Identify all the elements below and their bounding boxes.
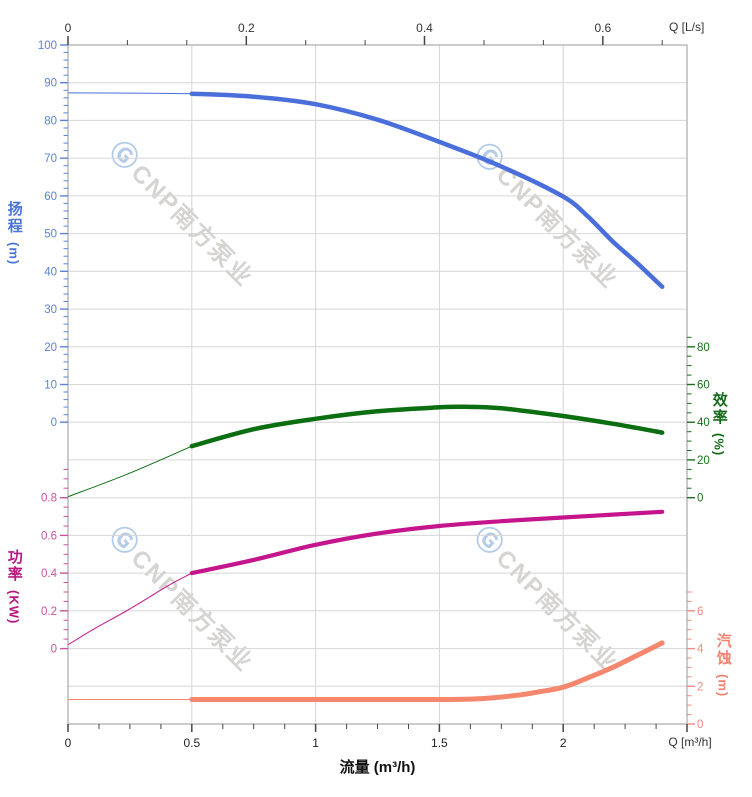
head-curve-thick <box>189 91 665 290</box>
top-axis-tick-labels: 0 0.2 0.4 0.6 <box>65 21 612 35</box>
npsh-curve <box>68 640 665 703</box>
head-curve-thin <box>67 92 192 95</box>
bottom-axis-tick-labels: 0 0.5 1 1.5 2 <box>65 736 567 750</box>
svg-text:40: 40 <box>44 266 57 278</box>
svg-text:80: 80 <box>697 342 710 354</box>
svg-text:6: 6 <box>697 606 703 618</box>
svg-text:0: 0 <box>697 493 703 505</box>
flow-axis-title: 流量 (m³/h) <box>339 759 416 776</box>
head-axis-title: 扬程 (m) <box>5 201 23 266</box>
power-axis-title-text: 功率 <box>5 549 23 583</box>
npsh-axis-title: 汽蚀 (m) <box>714 633 732 698</box>
head-axis-title-text: 扬程 <box>5 201 23 235</box>
svg-text:2: 2 <box>697 681 703 693</box>
power-curve <box>67 509 665 646</box>
svg-text:60: 60 <box>44 191 57 203</box>
npsh-axis-tick-labels: 6 4 2 0 <box>697 606 704 731</box>
eff-axis-tick-labels: 80 60 40 20 0 <box>697 342 710 505</box>
power-axis-ticks <box>60 468 68 650</box>
grid-lines <box>67 44 688 725</box>
head-curve <box>67 91 665 290</box>
top-axis-ticks <box>67 36 663 45</box>
svg-text:80: 80 <box>44 115 57 127</box>
eff-curve <box>67 404 665 498</box>
svg-text:0.2: 0.2 <box>238 21 255 35</box>
svg-text:0: 0 <box>65 736 72 750</box>
eff-curve-thin <box>67 445 193 498</box>
svg-text:40: 40 <box>697 417 710 429</box>
efficiency-axis-unit: (%) <box>711 433 727 457</box>
svg-text:0.4: 0.4 <box>416 21 433 35</box>
svg-text:4: 4 <box>697 644 704 656</box>
efficiency-axis-title: 效率 (%) <box>710 392 728 457</box>
npsh-axis-title-text: 汽蚀 <box>714 633 732 667</box>
svg-text:0: 0 <box>65 21 72 35</box>
svg-text:1.5: 1.5 <box>431 736 448 750</box>
power-curve-thin <box>67 572 193 646</box>
svg-text:50: 50 <box>44 229 57 241</box>
head-axis-ticks <box>60 44 68 423</box>
bottom-axis-unit-label: Q [m³/h] <box>668 735 712 749</box>
svg-text:20: 20 <box>44 342 57 354</box>
eff-axis-ticks <box>687 336 695 499</box>
svg-text:2: 2 <box>560 736 567 750</box>
bottom-axis-ticks <box>67 724 688 732</box>
svg-text:0.6: 0.6 <box>594 21 611 35</box>
efficiency-axis-title-text: 效率 <box>710 392 728 426</box>
svg-text:0.2: 0.2 <box>41 606 57 618</box>
svg-text:0: 0 <box>51 644 57 656</box>
npsh-axis-unit: (m) <box>715 674 731 698</box>
svg-text:1: 1 <box>312 736 319 750</box>
eff-curve-thick <box>189 404 665 449</box>
power-curve-thick <box>189 509 665 576</box>
svg-text:20: 20 <box>697 455 710 467</box>
svg-text:0: 0 <box>697 719 703 731</box>
npsh-curve-thick <box>189 640 665 703</box>
power-axis-title: 功率 (KW) <box>5 549 23 625</box>
svg-text:60: 60 <box>697 380 710 392</box>
power-axis-tick-labels: 0.8 0.6 0.4 0.2 0 <box>41 493 58 656</box>
svg-text:0.8: 0.8 <box>41 493 57 505</box>
npsh-axis-ticks <box>687 591 695 725</box>
svg-text:0: 0 <box>51 417 57 429</box>
svg-text:0.6: 0.6 <box>41 530 57 542</box>
svg-text:10: 10 <box>44 380 57 392</box>
svg-text:70: 70 <box>44 153 57 165</box>
svg-text:100: 100 <box>38 40 57 52</box>
head-axis-unit: (m) <box>6 242 22 266</box>
svg-text:0.5: 0.5 <box>183 736 200 750</box>
power-axis-unit: (KW) <box>6 590 22 625</box>
svg-text:90: 90 <box>44 78 57 90</box>
svg-text:0.4: 0.4 <box>41 568 58 580</box>
top-axis-unit-label: Q [L/s] <box>669 20 705 34</box>
svg-text:30: 30 <box>44 304 57 316</box>
